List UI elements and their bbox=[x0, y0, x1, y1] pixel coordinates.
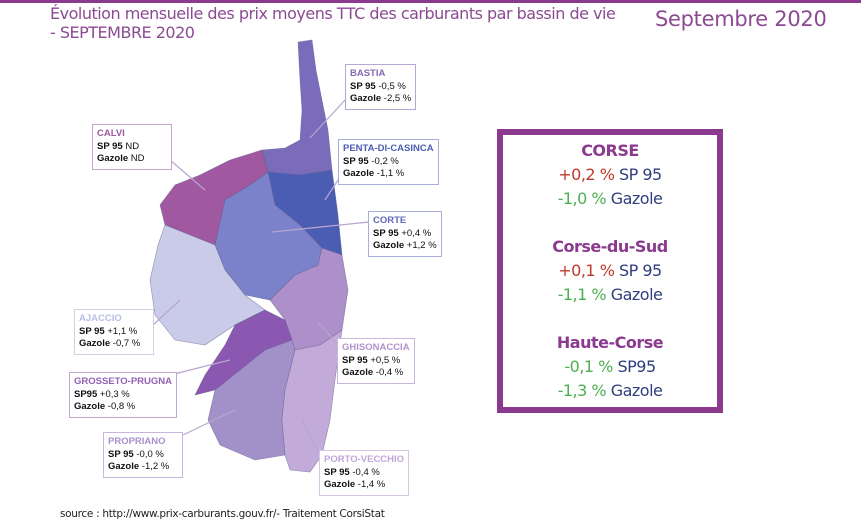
leader-corte bbox=[271, 221, 370, 233]
label-grosseto: GROSSETO-PRUGNA SP95 +0,3 % Gazole -0,8 … bbox=[69, 372, 178, 418]
gazole-value: -1,2 % bbox=[141, 461, 170, 472]
gazole-label: Gazole bbox=[343, 168, 375, 179]
page-title: Évolution mensuelle des prix moyens TTC … bbox=[50, 4, 616, 42]
gazole-label: Gazole bbox=[373, 240, 405, 251]
sp-label: SP 95 bbox=[97, 140, 123, 152]
gazole-value: -0,8 % bbox=[107, 401, 136, 412]
sp-value: +0,5 % bbox=[370, 354, 401, 366]
gazole-label: Gazole bbox=[74, 401, 106, 412]
label-bastia: BASTIA SP 95 -0,5 % Gazole -2,5 % bbox=[345, 64, 417, 110]
summary-corse: CORSE +0,2 % SP 95 -1,0 % Gazole bbox=[503, 139, 717, 211]
label-propriano: PROPRIANO SP 95 -0,0 % Gazole -1,2 % bbox=[103, 432, 183, 478]
leader-propriano bbox=[182, 409, 236, 436]
gazole-label: Gazole bbox=[610, 285, 663, 304]
leader-ajaccio bbox=[152, 299, 181, 326]
sp-label: SP 95 bbox=[343, 155, 369, 167]
gazole-change: -1,1 % bbox=[557, 285, 607, 304]
gazole-value: -1,1 % bbox=[376, 168, 405, 179]
gazole-label: Gazole bbox=[97, 153, 129, 164]
gazole-label: Gazole bbox=[108, 461, 140, 472]
sp-value: +0,3 % bbox=[99, 388, 130, 400]
sp-label: SP 95 bbox=[350, 80, 376, 92]
basin-name: AJACCIO bbox=[79, 313, 122, 324]
summary-haute-corse: Haute-Corse -0,1 % SP95 -1,3 % Gazole bbox=[503, 331, 717, 403]
sp-value: -0,2 % bbox=[371, 155, 399, 167]
sp-value: ND bbox=[125, 140, 140, 152]
gazole-label: Gazole bbox=[610, 381, 663, 400]
gazole-value: -2,5 % bbox=[383, 93, 412, 104]
sp-label: SP 95 bbox=[373, 227, 399, 239]
summary-title: Corse-du-Sud bbox=[552, 237, 668, 256]
sp-label: SP 95 bbox=[618, 261, 662, 280]
basin-name: CALVI bbox=[97, 128, 125, 139]
sp-label: SP 95 bbox=[108, 448, 134, 460]
gazole-change: -1,0 % bbox=[557, 189, 607, 208]
sp-value: +1,1 % bbox=[107, 325, 138, 337]
sp-label: SP 95 bbox=[342, 354, 368, 366]
basin-name: GROSSETO-PRUGNA bbox=[74, 376, 173, 387]
source-note: source : http://www.prix-carburants.gouv… bbox=[60, 508, 385, 520]
sp-value: -0,4 % bbox=[352, 466, 380, 478]
label-porto-vecchio: PORTO-VECCHIO SP 95 -0,4 % Gazole -1,4 % bbox=[319, 450, 409, 496]
basin-name: CORTE bbox=[373, 215, 407, 226]
label-corte: CORTE SP 95 +0,4 % Gazole +1,2 % bbox=[368, 211, 442, 257]
gazole-value: ND bbox=[130, 153, 145, 164]
gazole-value: -0,7 % bbox=[112, 338, 141, 349]
summary-corse-du-sud: Corse-du-Sud +0,1 % SP 95 -1,1 % Gazole bbox=[503, 235, 717, 307]
basin-name: PROPRIANO bbox=[108, 436, 166, 447]
sp-label: SP 95 bbox=[79, 325, 105, 337]
basin-name: PORTO-VECCHIO bbox=[324, 454, 405, 465]
summary-title: CORSE bbox=[581, 141, 639, 160]
title-line-2: - SEPTEMBRE 2020 bbox=[50, 23, 195, 42]
gazole-value: -1,4 % bbox=[357, 479, 386, 490]
sp-label: SP95 bbox=[74, 388, 98, 400]
basin-name: BASTIA bbox=[350, 68, 386, 79]
gazole-value: +1,2 % bbox=[406, 240, 437, 251]
summary-box: CORSE +0,2 % SP 95 -1,0 % Gazole Corse-d… bbox=[497, 129, 723, 413]
label-ajaccio: AJACCIO SP 95 +1,1 % Gazole -0,7 % bbox=[74, 309, 154, 355]
leader-ghisonaccia bbox=[317, 321, 339, 346]
gazole-label: Gazole bbox=[324, 479, 356, 490]
gazole-value: -0,4 % bbox=[375, 367, 404, 378]
gazole-label: Gazole bbox=[610, 189, 663, 208]
top-rule bbox=[0, 0, 861, 3]
sp-label: SP 95 bbox=[618, 165, 662, 184]
gazole-change: -1,3 % bbox=[557, 381, 607, 400]
gazole-label: Gazole bbox=[342, 367, 374, 378]
sp-change: +0,1 % bbox=[558, 261, 615, 280]
label-penta: PENTA-DI-CASINCA SP 95 -0,2 % Gazole -1,… bbox=[338, 139, 439, 185]
title-line-1: Évolution mensuelle des prix moyens TTC … bbox=[50, 4, 616, 23]
label-calvi: CALVI SP 95 ND Gazole ND bbox=[92, 124, 172, 170]
sp-change: -0,1 % bbox=[564, 357, 613, 376]
leader-grosseto bbox=[169, 359, 231, 376]
gazole-label: Gazole bbox=[79, 338, 111, 349]
sp-value: -0,5 % bbox=[378, 80, 406, 92]
month-label: Septembre 2020 bbox=[655, 7, 827, 31]
label-ghisonaccia: GHISONACCIA SP 95 +0,5 % Gazole -0,4 % bbox=[337, 338, 415, 384]
basin-name: GHISONACCIA bbox=[342, 342, 410, 353]
gazole-label: Gazole bbox=[350, 93, 382, 104]
sp-value: -0,0 % bbox=[136, 448, 164, 460]
basin-name: PENTA-DI-CASINCA bbox=[343, 143, 434, 154]
sp-label: SP95 bbox=[617, 357, 656, 376]
sp-change: +0,2 % bbox=[558, 165, 615, 184]
leader-calvi bbox=[169, 159, 206, 191]
sp-value: +0,4 % bbox=[401, 227, 432, 239]
leader-penta bbox=[324, 179, 339, 201]
region-porto-vecchio[interactable] bbox=[281, 329, 343, 473]
leader-porto-vecchio bbox=[301, 419, 321, 456]
region-bastia[interactable] bbox=[261, 39, 333, 176]
summary-title: Haute-Corse bbox=[556, 333, 664, 352]
sp-label: SP 95 bbox=[324, 466, 350, 478]
leader-bastia bbox=[309, 99, 346, 139]
